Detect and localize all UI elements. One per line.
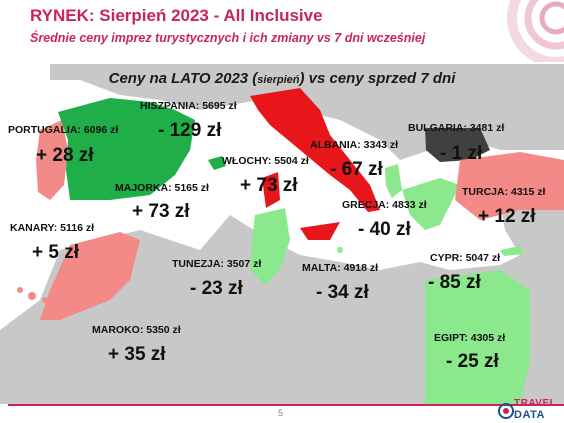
travel-data-logo: TRAVEL DATA [498,398,564,423]
change-tunezja: - 23 zł [190,278,243,299]
label-wlochy: WŁOCHY: 5504 zł [222,155,309,167]
change-hiszpania: - 129 zł [158,120,222,141]
region-cyprus [500,246,524,256]
change-wlochy: + 73 zł [240,175,298,196]
region-canary-2 [28,292,36,300]
change-cypr: - 85 zł [428,272,481,293]
region-majorca [208,156,226,170]
region-morocco [40,232,140,320]
label-bulgaria: BULGARIA: 3481 zł [408,122,505,134]
label-hiszpania: HISZPANIA: 5695 zł [140,100,237,112]
label-tunezja: TUNEZJA: 3507 zł [172,258,262,270]
map-title-end: ) vs ceny sprzed 7 dni [299,70,456,87]
label-malta: MALTA: 4918 zł [302,262,379,274]
label-cypr: CYPR: 5047 zł [430,252,501,264]
region-egypt [425,270,530,404]
logo-data-text: DATA [514,409,545,421]
change-albania: - 67 zł [330,159,383,180]
land-africa [0,215,564,404]
label-egipt: EGIPT: 4305 zł [434,332,506,344]
change-maroko: + 35 zł [108,344,166,365]
region-albania [385,164,402,198]
region-tunisia [250,208,290,285]
label-grecja: GRECJA: 4833 zł [342,199,427,211]
label-portugalia: PORTUGALIA: 6096 zł [8,124,119,136]
page-number: 5 [278,408,284,418]
region-malta [337,247,343,253]
region-turkey [455,152,564,220]
decorative-rings [507,0,564,62]
label-majorka: MAJORKA: 5165 zł [115,182,209,194]
mediterranean-map [0,64,564,404]
label-kanary: KANARY: 5116 zł [10,222,95,234]
label-maroko: MAROKO: 5350 zł [92,324,181,336]
region-portugal [36,120,68,200]
map-title: Ceny na LATO 2023 (sierpień) vs ceny spr… [0,70,564,87]
region-spain [58,98,195,200]
change-turcja: + 12 zł [478,206,536,227]
region-italy [250,88,380,212]
change-portugalia: + 28 zł [36,145,94,166]
change-majorka: + 73 zł [132,201,190,222]
label-albania: ALBANIA: 3343 zł [310,139,399,151]
map-title-main: Ceny na LATO 2023 ( [108,70,258,87]
page-subtitle: Średnie ceny imprez turystycznych i ich … [30,31,426,45]
header: RYNEK: Sierpień 2023 - All Inclusive Śre… [0,0,564,62]
change-malta: - 34 zł [316,282,369,303]
change-grecja: - 40 zł [358,219,411,240]
label-turcja: TURCJA: 4315 zł [462,186,546,198]
region-canary-1 [17,287,23,293]
page-title: RYNEK: Sierpień 2023 - All Inclusive [30,6,323,25]
region-greece [402,178,460,230]
map-title-sub: sierpień [257,74,300,86]
footer-divider [8,404,564,406]
change-kanary: + 5 zł [32,242,79,263]
change-egipt: - 25 zł [446,351,499,372]
logo-icon [498,403,514,419]
region-sicily [300,222,340,240]
region-sardinia [262,172,280,208]
logo-travel-text: TRAVEL [514,398,557,409]
change-bulgaria: - 1 zł [440,143,483,164]
region-bulgaria [425,128,490,162]
